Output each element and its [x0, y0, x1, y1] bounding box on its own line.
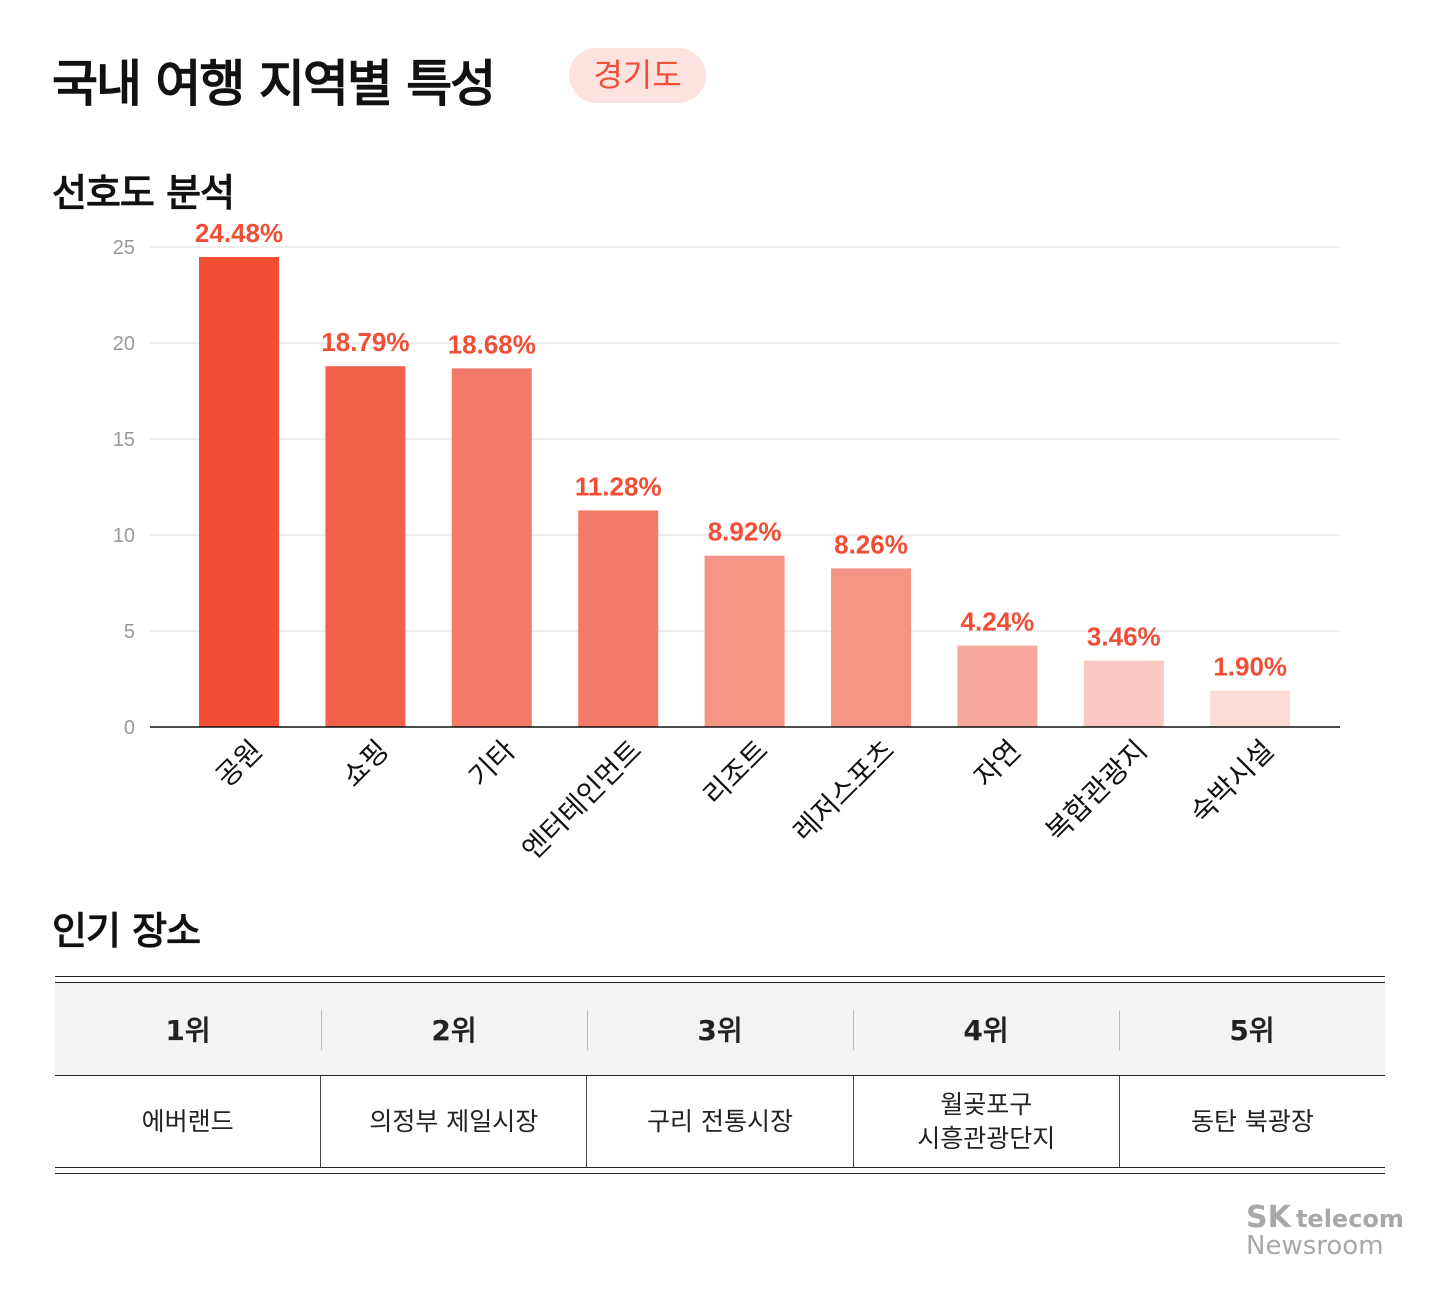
- place-cell: 구리 전통시장: [586, 1076, 852, 1167]
- rank-header: 3위: [587, 983, 853, 1075]
- rank-header: 4위: [853, 983, 1119, 1075]
- y-tick-label: 5: [124, 621, 135, 643]
- table-row: 에버랜드 의정부 제일시장 구리 전통시장 월곶포구 시흥관광단지 동탄 북광장: [55, 1076, 1385, 1167]
- place-cell: 월곶포구 시흥관광단지: [852, 1076, 1119, 1167]
- table-bottom-border: [55, 1167, 1385, 1174]
- table-header-row: 1위 2위 3위 4위 5위: [55, 983, 1385, 1076]
- table-top-border: [55, 976, 1385, 983]
- bar: [1083, 660, 1164, 727]
- region-badge: 경기도: [569, 48, 706, 103]
- logo-sub: Newsroom: [1246, 1231, 1384, 1261]
- rank-header: 1위: [165, 1014, 211, 1047]
- data-label: 8.26%: [834, 529, 908, 559]
- y-tick-label: 20: [113, 333, 135, 355]
- x-tick-label: 쇼핑: [336, 734, 394, 792]
- x-tick-label: 자연: [968, 734, 1026, 792]
- logo-brand2: telecom: [1295, 1205, 1404, 1233]
- y-tick-label: 10: [113, 525, 135, 547]
- place-cell: 에버랜드: [141, 1106, 234, 1136]
- bar: [578, 510, 659, 727]
- rank-header: 5위: [1119, 983, 1385, 1075]
- data-label: 11.28%: [575, 471, 662, 501]
- sk-telecom-newsroom-logo: SK telecom Newsroom: [1246, 1200, 1404, 1261]
- bar: [704, 555, 785, 727]
- data-label: 4.24%: [961, 607, 1035, 637]
- bar: [325, 366, 406, 727]
- data-label: 24.48%: [195, 218, 283, 248]
- x-tick-label: 레저스포츠: [787, 734, 900, 847]
- data-label: 8.92%: [708, 517, 782, 547]
- bar: [1210, 690, 1291, 727]
- bar-chart: 0 5 10 15 20 25 24.48% 공원 18.79% 쇼핑 18.68% 기타 11.28%…: [113, 218, 1340, 866]
- place-cell: 의정부 제일시장: [320, 1076, 586, 1167]
- section-title-popular: 인기 장소: [52, 909, 201, 953]
- bar: [957, 645, 1038, 727]
- logo-brand: SK: [1246, 1200, 1291, 1235]
- x-tick-label: 공원: [210, 734, 268, 792]
- ranking-table: 1위 2위 3위 4위 5위 에버랜드 의정부 제일시장 구리 전통시장 월곶포…: [55, 976, 1385, 1174]
- page-title: 국내 여행 지역별 특성: [52, 55, 496, 113]
- section-title-preference: 선호도 분석: [52, 171, 235, 215]
- bar: [831, 568, 911, 727]
- data-label: 18.79%: [321, 327, 409, 357]
- x-tick-label: 복합관광지: [1040, 734, 1153, 847]
- x-tick-label: 리조트: [697, 734, 774, 811]
- x-tick-label: 기타: [463, 734, 521, 792]
- x-tick-label: 엔터테인먼트: [516, 734, 647, 865]
- data-label: 18.68%: [448, 329, 536, 359]
- y-tick-label: 0: [124, 717, 135, 739]
- bar: [451, 368, 532, 727]
- place-cell: 동탄 북광장: [1118, 1076, 1385, 1167]
- rank-header: 2위: [321, 983, 587, 1075]
- x-tick-label: 숙박시설: [1185, 734, 1280, 829]
- data-label: 3.46%: [1087, 622, 1161, 652]
- data-label: 1.90%: [1213, 652, 1287, 682]
- bar: [199, 256, 279, 727]
- y-tick-label: 15: [113, 429, 135, 451]
- y-tick-label: 25: [113, 237, 135, 259]
